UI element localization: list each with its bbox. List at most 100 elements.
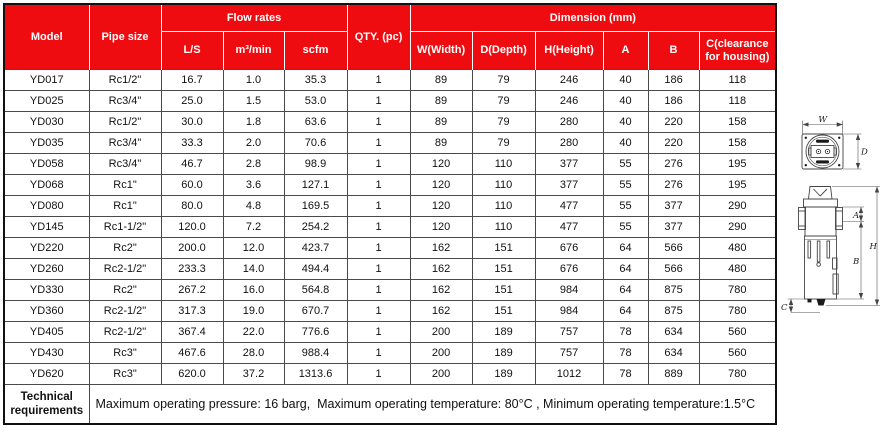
cell-c: 158 xyxy=(698,132,777,154)
cell-b: 276 xyxy=(647,174,700,196)
cell-ls: 467.6 xyxy=(160,342,224,364)
cell-qty: 1 xyxy=(346,300,411,322)
cell-qty: 1 xyxy=(346,216,411,238)
col-header-scfm: scfm xyxy=(283,31,348,70)
cell-model: YD080 xyxy=(3,195,90,217)
cell-h: 246 xyxy=(534,90,604,112)
cell-h: 377 xyxy=(534,174,604,196)
cell-d: 79 xyxy=(471,111,536,133)
cell-m3_min: 1.8 xyxy=(222,111,285,133)
table-row: YD030 Rc1/2" 30.0 1.8 63.6 1 89 79 280 40 220 158 xyxy=(3,111,777,133)
cell-pipe_size: Rc3" xyxy=(88,342,162,364)
table-row: YD330 Rc2" 267.2 16.0 564.8 1 162 151 984 64 875 78… xyxy=(3,279,777,301)
cell-pipe_size: Rc1/2" xyxy=(88,111,162,133)
cell-qty: 1 xyxy=(346,321,411,343)
dim-label-b: B xyxy=(852,257,859,267)
cell-w: 120 xyxy=(409,174,473,196)
cell-model: YD030 xyxy=(3,111,90,133)
cell-pipe_size: Rc1-1/2" xyxy=(88,216,162,238)
cell-a: 55 xyxy=(602,195,649,217)
cell-h: 1012 xyxy=(534,363,604,385)
cell-model: YD220 xyxy=(3,237,90,259)
cell-d: 79 xyxy=(471,69,536,91)
cell-m3_min: 7.2 xyxy=(222,216,285,238)
cell-w: 162 xyxy=(409,300,473,322)
cell-c: 290 xyxy=(698,195,777,217)
cell-scfm: 988.4 xyxy=(283,342,348,364)
cell-ls: 367.4 xyxy=(160,321,224,343)
product-dimension-diagram: W D xyxy=(781,115,880,313)
cell-c: 118 xyxy=(698,90,777,112)
cell-ls: 46.7 xyxy=(160,153,224,175)
technical-requirements-row: Technical requirements Maximum operating… xyxy=(3,384,777,425)
cell-d: 189 xyxy=(471,342,536,364)
cell-qty: 1 xyxy=(346,132,411,154)
table-row: YD620 Rc3" 620.0 37.2 1313.6 1 200 189 1012 78 889… xyxy=(3,363,777,385)
cell-w: 162 xyxy=(409,258,473,280)
cell-scfm: 423.7 xyxy=(283,237,348,259)
cell-ls: 33.3 xyxy=(160,132,224,154)
cell-b: 377 xyxy=(647,216,700,238)
cell-w: 89 xyxy=(409,132,473,154)
cell-a: 78 xyxy=(602,363,649,385)
cell-b: 186 xyxy=(647,90,700,112)
cell-qty: 1 xyxy=(346,111,411,133)
cell-qty: 1 xyxy=(346,90,411,112)
col-header-depth: D(Depth) xyxy=(471,31,536,70)
table-row: YD058 Rc3/4" 46.7 2.8 98.9 1 120 110 377 55 276 195 xyxy=(3,153,777,175)
cell-h: 280 xyxy=(534,111,604,133)
cell-scfm: 70.6 xyxy=(283,132,348,154)
dim-label-h: H xyxy=(869,242,878,252)
cell-m3_min: 2.8 xyxy=(222,153,285,175)
cell-model: YD017 xyxy=(3,69,90,91)
cell-d: 151 xyxy=(471,258,536,280)
cell-h: 676 xyxy=(534,237,604,259)
cell-scfm: 564.8 xyxy=(283,279,348,301)
cell-d: 151 xyxy=(471,279,536,301)
cell-scfm: 670.7 xyxy=(283,300,348,322)
col-header-pipe-size: Pipe size xyxy=(88,3,162,70)
cell-qty: 1 xyxy=(346,363,411,385)
cell-h: 757 xyxy=(534,321,604,343)
cell-m3_min: 2.0 xyxy=(222,132,285,154)
cell-qty: 1 xyxy=(346,69,411,91)
cell-d: 189 xyxy=(471,321,536,343)
dim-label-w: W xyxy=(818,115,828,125)
cell-ls: 30.0 xyxy=(160,111,224,133)
cell-b: 220 xyxy=(647,111,700,133)
cell-d: 110 xyxy=(471,174,536,196)
cell-h: 984 xyxy=(534,300,604,322)
group-header-dimension: Dimension (mm) xyxy=(409,3,777,32)
col-header-width: W(Width) xyxy=(409,31,473,70)
cell-a: 55 xyxy=(602,153,649,175)
top-view-drawing: W D xyxy=(801,115,868,170)
cell-model: YD058 xyxy=(3,153,90,175)
cell-c: 780 xyxy=(698,300,777,322)
cell-h: 676 xyxy=(534,258,604,280)
cell-scfm: 98.9 xyxy=(283,153,348,175)
cell-c: 560 xyxy=(698,321,777,343)
cell-w: 200 xyxy=(409,363,473,385)
cell-b: 875 xyxy=(647,300,700,322)
table-row: YD405 Rc2-1/2" 367.4 22.0 776.6 1 200 189 757 78 6… xyxy=(3,321,777,343)
cell-a: 40 xyxy=(602,111,649,133)
table-row: YD017 Rc1/2" 16.7 1.0 35.3 1 89 79 246 40 186 118 xyxy=(3,69,777,91)
table-row: YD260 Rc2-1/2" 233.3 14.0 494.4 1 162 151 676 64 5… xyxy=(3,258,777,280)
cell-model: YD330 xyxy=(3,279,90,301)
cell-b: 889 xyxy=(647,363,700,385)
cell-model: YD405 xyxy=(3,321,90,343)
cell-scfm: 35.3 xyxy=(283,69,348,91)
cell-d: 110 xyxy=(471,153,536,175)
table-row: YD220 Rc2" 200.0 12.0 423.7 1 162 151 676 64 566 48… xyxy=(3,237,777,259)
cell-a: 78 xyxy=(602,321,649,343)
cell-h: 280 xyxy=(534,132,604,154)
cell-c: 290 xyxy=(698,216,777,238)
cell-pipe_size: Rc1" xyxy=(88,195,162,217)
cell-c: 158 xyxy=(698,111,777,133)
cell-pipe_size: Rc3/4" xyxy=(88,132,162,154)
table-row: YD025 Rc3/4" 25.0 1.5 53.0 1 89 79 246 40 186 118 xyxy=(3,90,777,112)
cell-scfm: 53.0 xyxy=(283,90,348,112)
cell-m3_min: 28.0 xyxy=(222,342,285,364)
col-header-clearance: C(clearance for housing) xyxy=(698,31,777,70)
cell-model: YD620 xyxy=(3,363,90,385)
